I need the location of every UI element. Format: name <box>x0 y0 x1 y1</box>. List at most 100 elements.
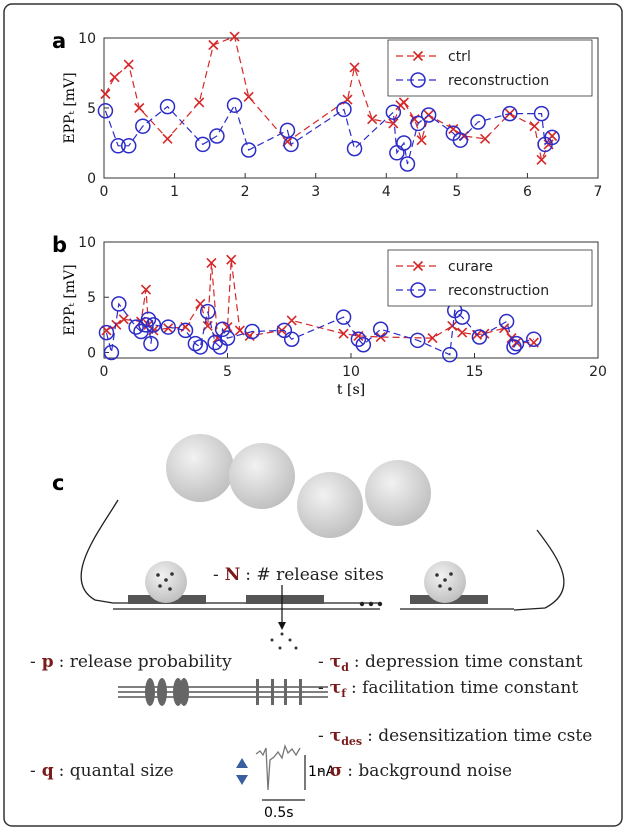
membrane <box>513 529 565 611</box>
param-symbol: q <box>42 761 54 781</box>
marker-o <box>209 128 225 144</box>
marker-x <box>222 322 233 333</box>
marker-o <box>470 114 486 130</box>
marker-x <box>447 320 458 332</box>
marker-o <box>506 339 522 355</box>
x-tick-label: 3 <box>311 184 320 200</box>
marker-o <box>336 101 352 118</box>
marker-o <box>544 129 560 146</box>
marker-x <box>134 102 145 114</box>
channel <box>145 678 302 706</box>
marker-o <box>244 323 260 340</box>
parameter: - τd: depression time constant <box>318 652 583 674</box>
legend-box <box>387 249 593 307</box>
membrane <box>80 499 119 604</box>
marker-o <box>110 138 126 154</box>
legend-label: reconstruction <box>448 73 549 89</box>
scale-current: 1nA <box>308 764 336 780</box>
x-tick-label: 7 <box>594 184 603 200</box>
x-tick-label: 15 <box>466 364 484 380</box>
marker-x <box>111 319 122 330</box>
param-prefix: - <box>318 652 324 672</box>
marker-o <box>502 105 518 122</box>
marker-o <box>195 136 211 153</box>
y-tick-label: 0 <box>87 171 96 187</box>
marker-o <box>335 309 352 325</box>
marker-o <box>283 331 300 347</box>
param-text: : depression time constant <box>354 652 583 672</box>
marker-o <box>192 339 209 355</box>
x-tick-label: 5 <box>223 364 232 380</box>
x-tick-label: 0 <box>100 184 109 200</box>
marker-o <box>410 115 426 132</box>
marker-o <box>420 107 437 123</box>
marker-x <box>206 257 217 269</box>
y-axis-label: EPPₜ [mV] <box>62 72 78 143</box>
arrowhead <box>278 622 286 630</box>
panel-label: b <box>52 233 67 257</box>
parameter: -N: # release sites <box>213 565 384 585</box>
x-tick-label: 4 <box>382 184 391 200</box>
marker-x <box>448 123 459 135</box>
x-tick-label: 5 <box>452 184 461 200</box>
x-tick-label: 6 <box>523 184 532 200</box>
marker-o <box>526 331 542 347</box>
marker-o <box>385 104 402 120</box>
legend-label: ctrl <box>448 49 471 65</box>
param-prefix: - <box>30 652 36 672</box>
marker-o <box>226 97 243 113</box>
marker-o <box>508 335 525 352</box>
vesicle <box>145 561 187 603</box>
marker-o <box>409 332 426 349</box>
marker-o <box>97 103 114 119</box>
x-tick-label: 0 <box>100 364 109 380</box>
scale-time: 0.5s <box>264 805 294 821</box>
vesicle <box>297 472 363 538</box>
legend-marker <box>410 282 426 298</box>
marker-x <box>243 91 254 102</box>
param-symbol: τ <box>330 726 341 746</box>
parameter: -p: release probability <box>30 652 232 672</box>
param-subscript: d <box>341 661 349 674</box>
param-prefix: - <box>318 678 324 698</box>
param-text: : background noise <box>347 761 512 781</box>
param-prefix: - <box>318 761 324 781</box>
legend-marker <box>412 260 424 272</box>
marker-x <box>163 323 174 334</box>
legend-marker <box>412 50 424 62</box>
frame <box>3 3 623 827</box>
legend-box <box>387 39 593 97</box>
vesicle <box>166 434 234 502</box>
panel-label: a <box>52 29 66 53</box>
marker-x <box>229 31 240 42</box>
marker-x <box>367 114 378 125</box>
marker-x <box>349 62 360 73</box>
marker-x <box>226 254 237 265</box>
marker-x <box>398 97 409 108</box>
marker-o <box>199 303 216 320</box>
marker-o <box>187 335 204 352</box>
vesicle <box>365 460 431 526</box>
x-tick-label: 10 <box>342 364 360 380</box>
marker-x <box>388 118 399 129</box>
marker-o <box>103 344 120 361</box>
marker-o <box>214 321 231 338</box>
marker-o <box>143 335 159 352</box>
marker-o <box>283 136 299 153</box>
marker-o <box>399 156 416 172</box>
marker-x <box>162 133 173 144</box>
marker-o <box>454 309 470 325</box>
marker-o <box>396 135 412 151</box>
marker-x <box>457 327 468 338</box>
neurotransmitter <box>156 572 453 650</box>
marker-o <box>111 296 127 312</box>
marker-x <box>101 325 112 336</box>
marker-x <box>427 333 438 344</box>
marker-o <box>355 336 372 353</box>
marker-o <box>120 138 137 154</box>
series-line <box>105 302 534 356</box>
ellipsis <box>359 601 383 607</box>
param-prefix: - <box>30 761 36 781</box>
param-prefix: - <box>318 726 324 746</box>
param-text: : # release sites <box>245 565 384 585</box>
